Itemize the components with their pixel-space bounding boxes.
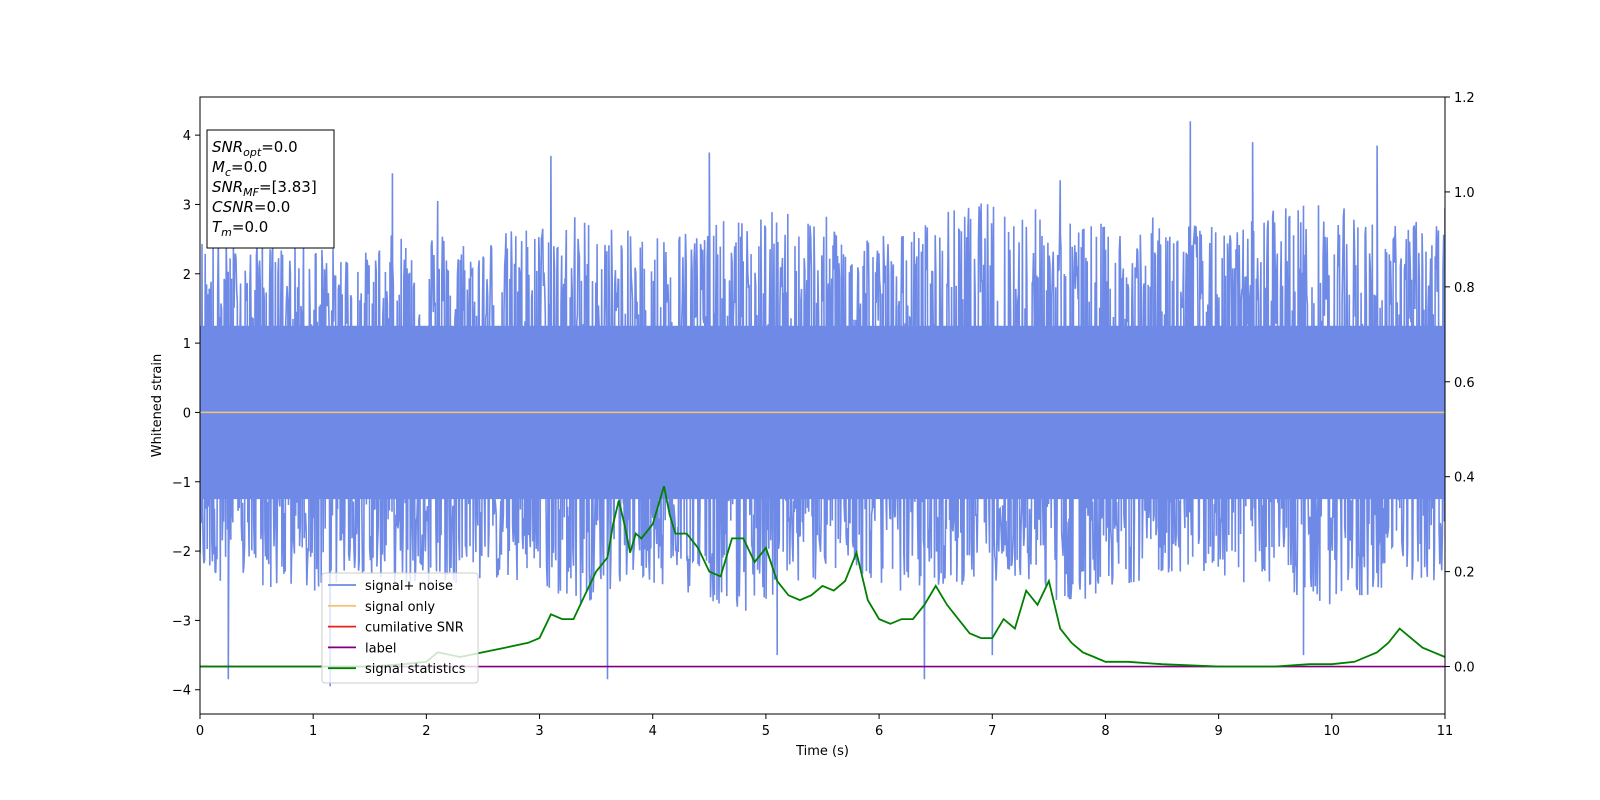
legend-entry: signal+ noise: [365, 579, 453, 594]
axes: 0 1 2 3 4 5 6 7 8 9 10 11 −4 −3 −2 −1 0 1 2 3 4 0.0 0.2 0.4 0.6 0…: [150, 91, 1475, 759]
x-tick-label: 4: [649, 724, 657, 739]
y2-tick-label: 1.2: [1454, 91, 1475, 106]
signal-statistics-line: [200, 485, 1446, 668]
x-tick-label: 2: [422, 724, 430, 739]
x-tick-label: 3: [535, 724, 543, 739]
legend-entry: signal only: [365, 600, 435, 615]
y-tick-label: 1: [183, 337, 191, 352]
y-tick-label: −4: [172, 684, 191, 699]
y2-tick-label: 0.0: [1454, 661, 1475, 676]
legend-entry: cumilative SNR: [365, 621, 464, 636]
y-axis-label: Whitened strain: [150, 354, 165, 457]
y-tick-label: −1: [172, 476, 191, 491]
x-tick-label: 11: [1437, 724, 1454, 739]
y-tick-label: −3: [172, 614, 191, 629]
x-tick-label: 9: [1214, 724, 1222, 739]
x-axis-label: Time (s): [795, 744, 849, 759]
x-tick-label: 10: [1324, 724, 1341, 739]
plot-frame: [199, 96, 1446, 715]
y-tick-label: 3: [183, 198, 191, 213]
info-line: Tm=0.0: [212, 218, 268, 239]
y2-tick-label: 0.6: [1454, 376, 1475, 391]
y2-tick-label: 0.4: [1454, 471, 1475, 486]
y-tick-label: 0: [183, 406, 191, 421]
legend: signal+ noise signal only cumilative SNR la…: [321, 572, 479, 684]
y2-tick-label: 0.2: [1454, 566, 1475, 581]
y-tick-label: −2: [172, 545, 191, 560]
info-line: SNRMF=[3.83]: [212, 178, 317, 199]
x-tick-label: 8: [1101, 724, 1109, 739]
x-tick-label: 5: [762, 724, 770, 739]
legend-entry: label: [365, 641, 396, 656]
x-tick-label: 6: [875, 724, 883, 739]
y2-tick-label: 0.8: [1454, 281, 1475, 296]
x-tick-label: 0: [196, 724, 204, 739]
y-tick-label: 2: [183, 268, 191, 283]
x-tick-label: 1: [309, 724, 317, 739]
info-line: SNRopt=0.0: [212, 138, 298, 159]
signal-statistics-series: [200, 485, 1446, 668]
info-line: Mc=0.0: [212, 158, 267, 179]
legend-entry: signal statistics: [365, 662, 466, 677]
y-tick-label: 4: [183, 129, 191, 144]
x-tick-label: 7: [988, 724, 996, 739]
y2-tick-label: 1.0: [1454, 186, 1475, 201]
info-line: CSNR=0.0: [212, 198, 290, 216]
info-box-frame: [206, 129, 335, 249]
legend-frame: [321, 572, 479, 684]
